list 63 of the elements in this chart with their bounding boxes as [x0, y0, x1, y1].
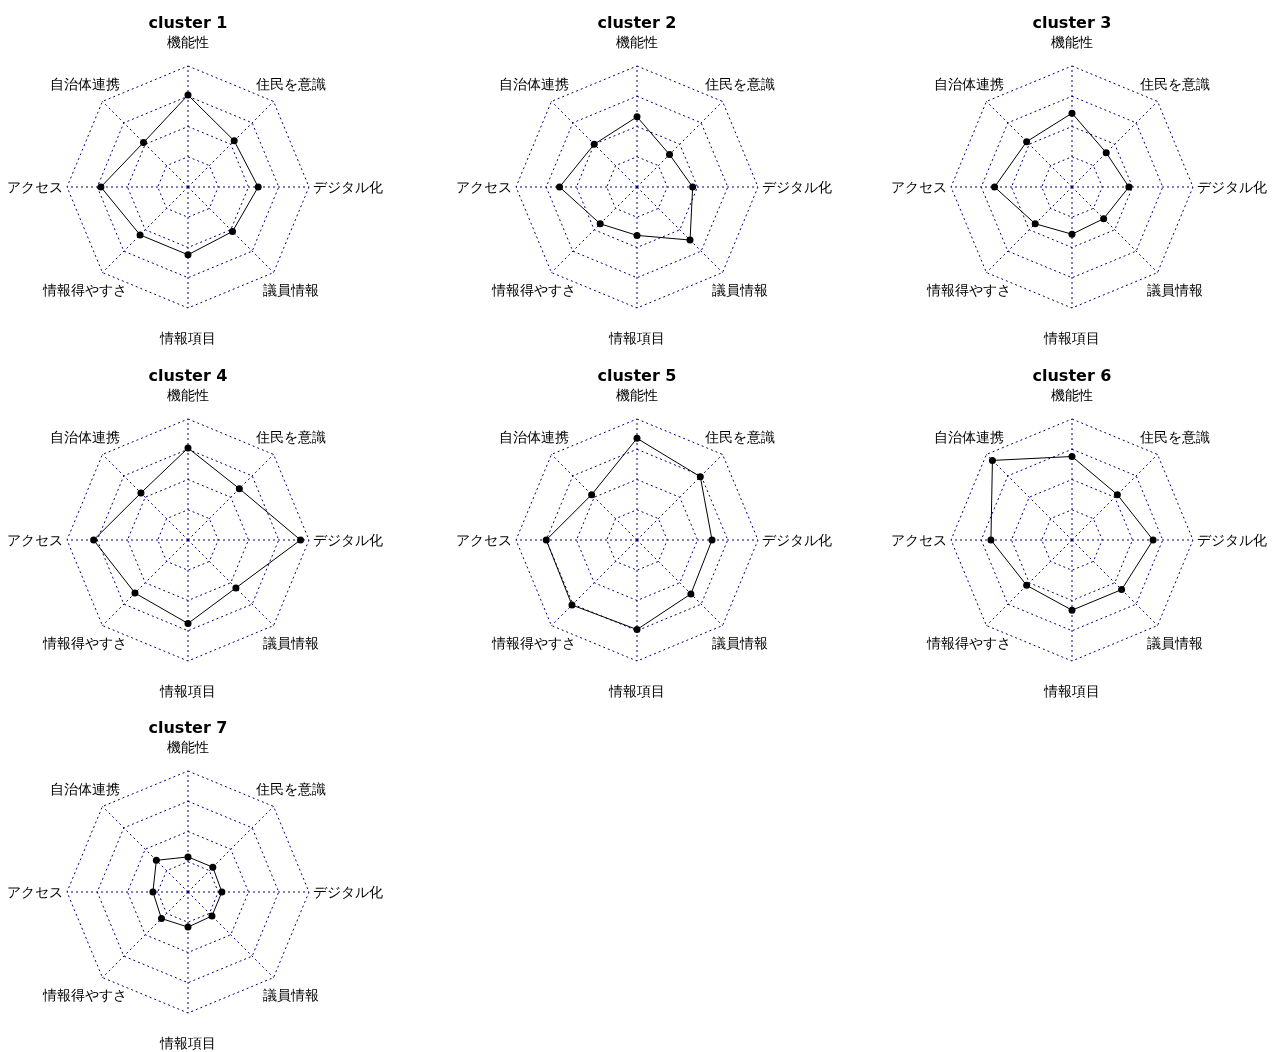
- spoke-label: 自治体連携: [50, 429, 121, 446]
- spoke-label: 住民を意識: [254, 781, 326, 798]
- chart-title: cluster 3: [1032, 12, 1112, 32]
- spoke-label: デジタル化: [1197, 532, 1267, 548]
- chart-title: cluster 4: [148, 365, 228, 385]
- spoke-label: 情報項目: [608, 683, 665, 700]
- spoke-label: 機能性: [167, 738, 209, 755]
- chart-title: cluster 2: [597, 12, 677, 32]
- spoke-label: アクセス: [891, 179, 947, 195]
- spoke-label: 機能性: [167, 33, 209, 50]
- spoke-label: デジタル化: [762, 179, 832, 195]
- spoke-label: 議員情報: [1146, 634, 1203, 651]
- spoke-label: デジタル化: [313, 179, 383, 195]
- spoke-label: アクセス: [7, 179, 63, 195]
- spoke-label: 自治体連携: [934, 76, 1005, 93]
- spoke-label: 情報得やすさ: [926, 281, 1012, 298]
- spoke-label: 住民を意識: [1138, 76, 1210, 93]
- chart-title: cluster 6: [1032, 365, 1112, 385]
- spoke-label: 自治体連携: [499, 429, 570, 446]
- spoke-label: アクセス: [456, 179, 512, 195]
- spoke-label: 議員情報: [262, 986, 319, 1003]
- spoke-label: 自治体連携: [499, 76, 570, 93]
- spoke-label: デジタル化: [313, 884, 383, 900]
- chart-title: cluster 5: [597, 365, 677, 385]
- spoke-label: 機能性: [616, 33, 658, 50]
- spoke-label: 住民を意識: [703, 429, 775, 446]
- spoke-label: 機能性: [1051, 33, 1093, 50]
- spoke-label: 議員情報: [262, 634, 319, 651]
- spoke-label: 住民を意識: [703, 76, 775, 93]
- spoke-label: 情報得やすさ: [42, 634, 128, 651]
- spoke-label: 自治体連携: [50, 76, 121, 93]
- spoke-label: 住民を意識: [1138, 429, 1210, 446]
- spoke-label: 情報項目: [608, 330, 665, 347]
- spoke-label: 情報項目: [1043, 683, 1100, 700]
- spoke-label: 機能性: [167, 386, 209, 403]
- spoke-label: 自治体連携: [934, 429, 1005, 446]
- spoke-label: デジタル化: [762, 532, 832, 548]
- spoke-label: デジタル化: [1197, 179, 1267, 195]
- spoke-label: 情報得やすさ: [926, 634, 1012, 651]
- spoke-label: 情報項目: [159, 683, 216, 700]
- spoke-label: 情報得やすさ: [491, 281, 577, 298]
- spoke-label: 機能性: [616, 386, 658, 403]
- spoke-label: 情報得やすさ: [491, 634, 577, 651]
- spoke-label: 議員情報: [1146, 281, 1203, 298]
- spoke-label: 議員情報: [711, 634, 768, 651]
- spoke-label: 住民を意識: [254, 429, 326, 446]
- chart-title: cluster 1: [148, 12, 228, 32]
- spoke-label: 情報項目: [159, 1035, 216, 1052]
- spoke-label: 自治体連携: [50, 781, 121, 798]
- spoke-label: デジタル化: [313, 532, 383, 548]
- spoke-label: 情報得やすさ: [42, 281, 128, 298]
- spoke-label: 機能性: [1051, 386, 1093, 403]
- spoke-label: アクセス: [7, 884, 63, 900]
- chart-title: cluster 7: [148, 717, 228, 737]
- spoke-label: 議員情報: [262, 281, 319, 298]
- spoke-label: 情報得やすさ: [42, 986, 128, 1003]
- spoke-label: アクセス: [7, 532, 63, 548]
- spoke-label: 情報項目: [159, 330, 216, 347]
- spoke-label: 住民を意識: [254, 76, 326, 93]
- spoke-label: 議員情報: [711, 281, 768, 298]
- spoke-label: アクセス: [456, 532, 512, 548]
- spoke-label: 情報項目: [1043, 330, 1100, 347]
- spoke-label: アクセス: [891, 532, 947, 548]
